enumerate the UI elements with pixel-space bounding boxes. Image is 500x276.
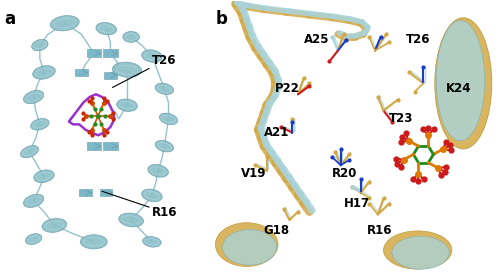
- Text: V19: V19: [241, 167, 266, 180]
- Ellipse shape: [142, 237, 161, 247]
- Ellipse shape: [32, 66, 56, 79]
- Ellipse shape: [155, 140, 174, 152]
- Ellipse shape: [80, 235, 108, 249]
- Text: T23: T23: [389, 112, 413, 125]
- Text: A25: A25: [304, 33, 329, 46]
- Ellipse shape: [112, 62, 142, 77]
- Ellipse shape: [142, 50, 162, 62]
- Bar: [86, 49, 101, 57]
- Ellipse shape: [435, 18, 492, 149]
- Text: A21: A21: [264, 126, 289, 139]
- Ellipse shape: [222, 230, 276, 265]
- Ellipse shape: [155, 83, 174, 94]
- Text: T26: T26: [112, 54, 176, 87]
- Bar: [104, 72, 117, 79]
- Text: R20: R20: [332, 167, 357, 180]
- Ellipse shape: [384, 231, 452, 269]
- Ellipse shape: [436, 20, 484, 141]
- Bar: [75, 69, 88, 76]
- Ellipse shape: [123, 31, 140, 42]
- Ellipse shape: [32, 39, 48, 51]
- Ellipse shape: [34, 170, 54, 183]
- Ellipse shape: [24, 90, 44, 104]
- Ellipse shape: [116, 99, 138, 112]
- Bar: [80, 189, 92, 196]
- Ellipse shape: [96, 22, 116, 35]
- Text: b: b: [216, 10, 227, 28]
- Ellipse shape: [26, 234, 42, 245]
- Bar: [100, 189, 112, 196]
- Text: K24: K24: [446, 82, 471, 95]
- Ellipse shape: [392, 236, 449, 269]
- Text: G18: G18: [264, 224, 290, 237]
- Text: H17: H17: [344, 197, 369, 210]
- Ellipse shape: [148, 164, 169, 177]
- Bar: [103, 142, 118, 150]
- Bar: [103, 49, 118, 57]
- Ellipse shape: [24, 194, 44, 208]
- Text: P22: P22: [275, 82, 300, 95]
- Ellipse shape: [216, 223, 278, 266]
- Ellipse shape: [160, 113, 178, 125]
- Ellipse shape: [118, 213, 144, 227]
- Ellipse shape: [142, 189, 162, 202]
- Bar: [86, 142, 101, 150]
- Text: R16: R16: [366, 224, 392, 237]
- Text: T26: T26: [406, 33, 431, 46]
- Ellipse shape: [42, 219, 67, 232]
- Ellipse shape: [20, 145, 38, 158]
- Ellipse shape: [30, 119, 49, 130]
- Text: R16: R16: [102, 191, 178, 219]
- Ellipse shape: [50, 15, 79, 31]
- Text: a: a: [4, 10, 16, 28]
